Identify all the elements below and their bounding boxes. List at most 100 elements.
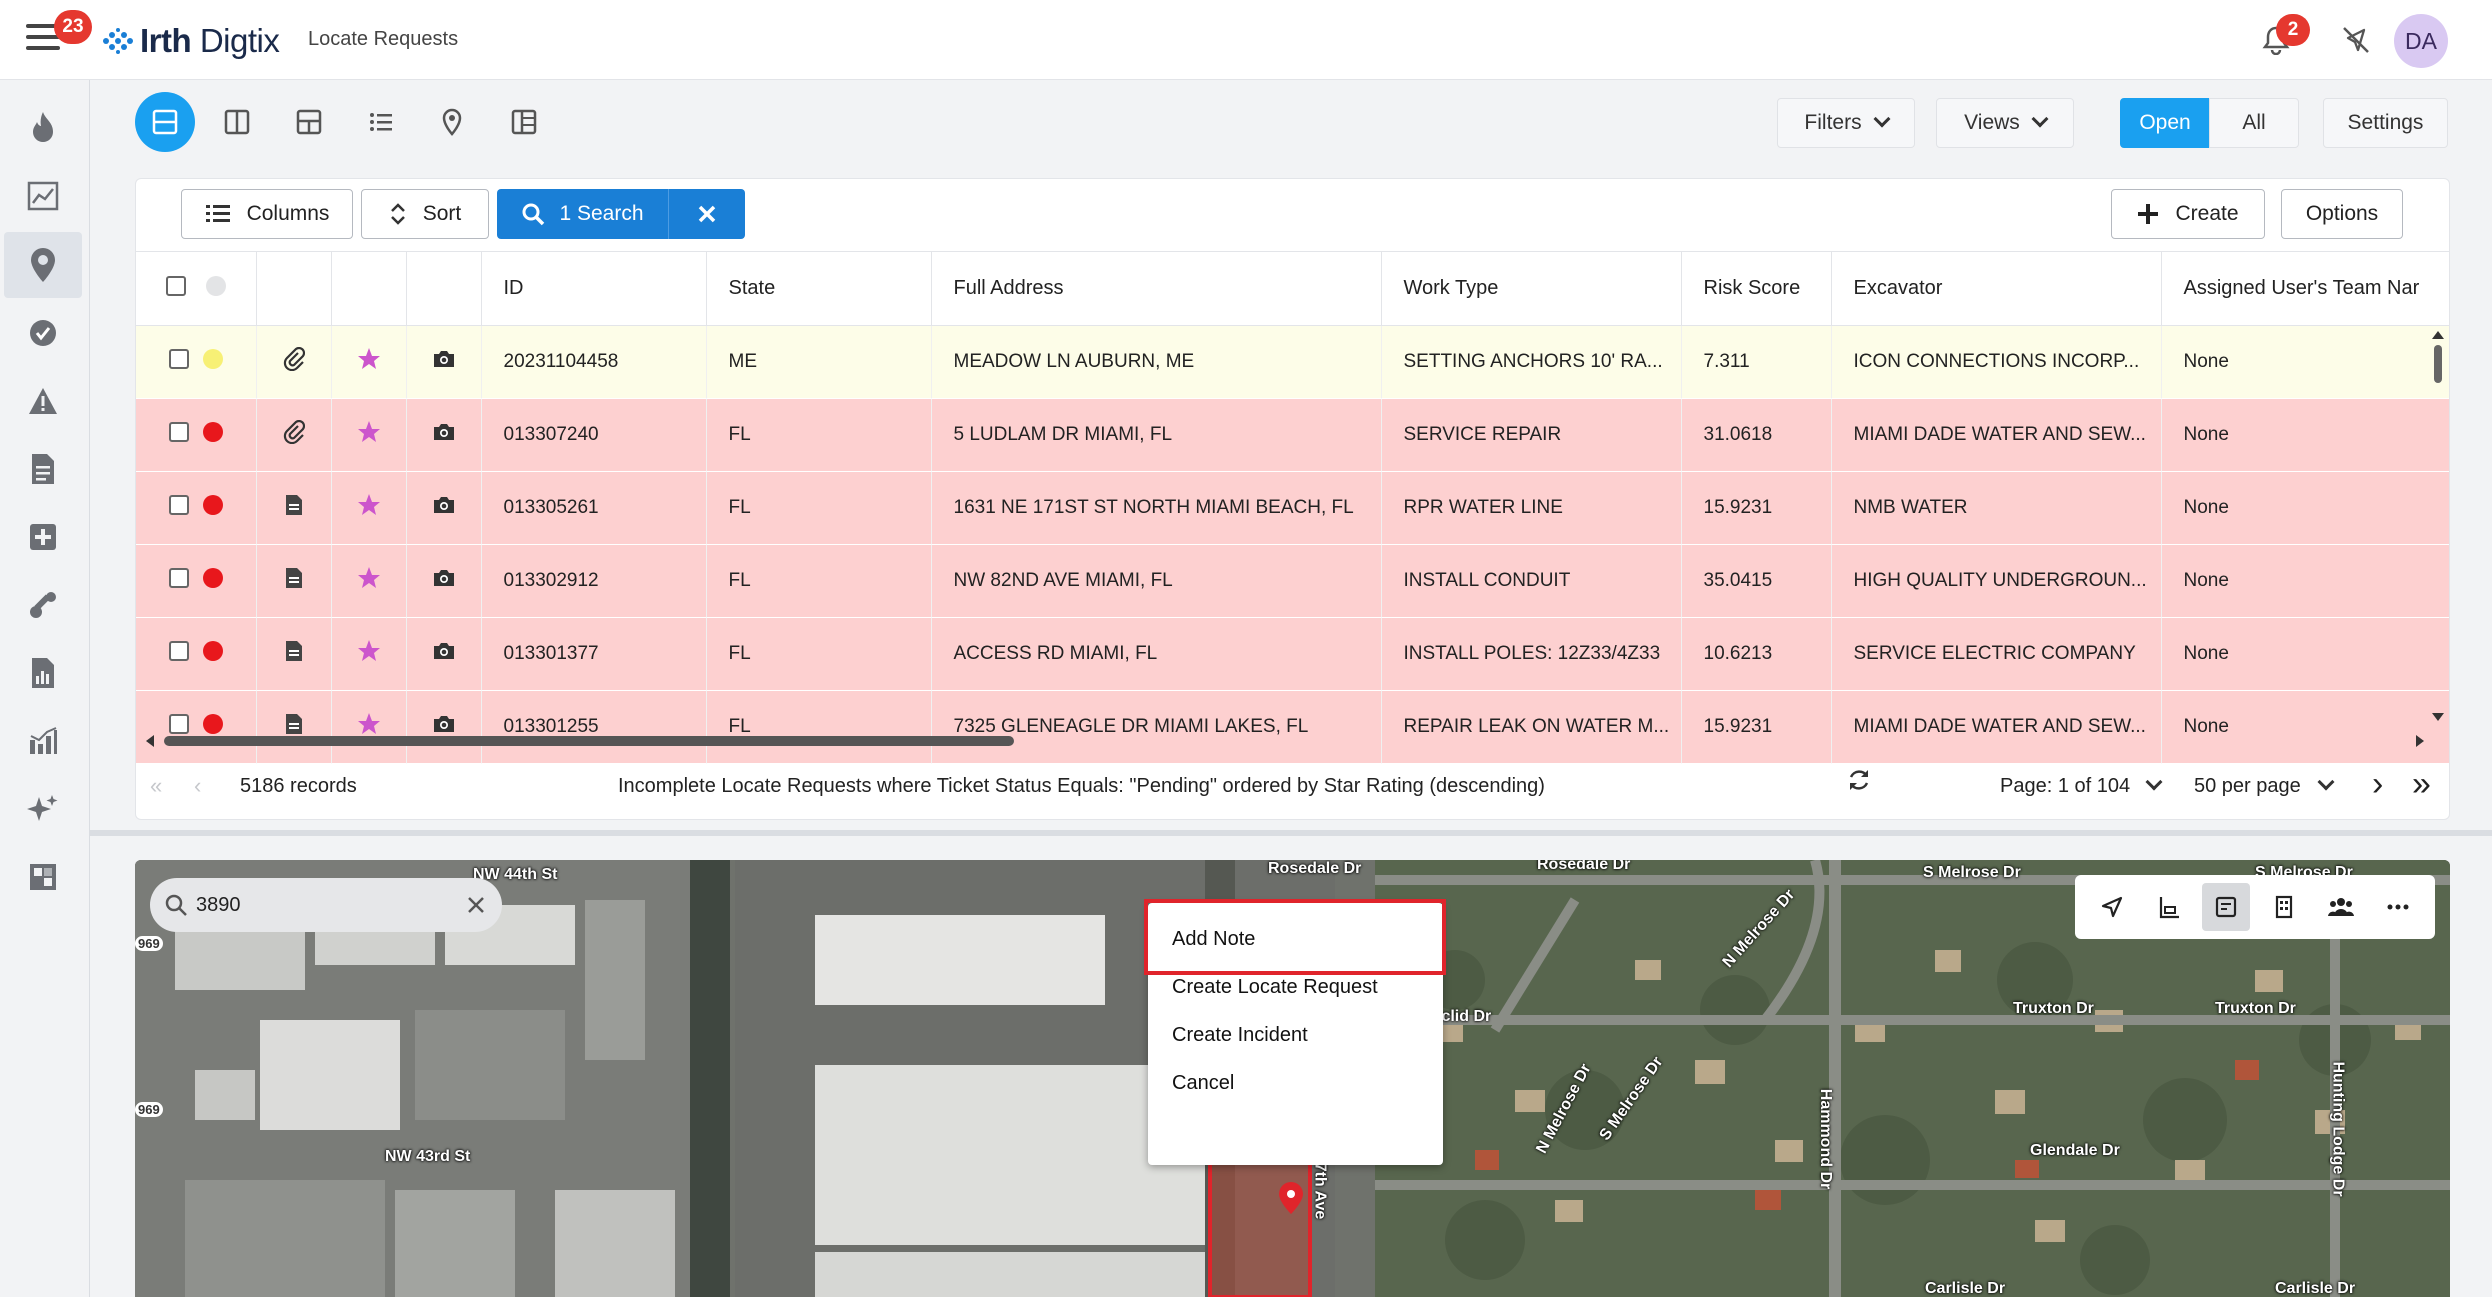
- star-cell[interactable]: [331, 690, 407, 764]
- clear-search-button[interactable]: [669, 189, 745, 239]
- column-header-excavator[interactable]: Excavator: [1831, 251, 2162, 326]
- navigate-icon[interactable]: [2088, 883, 2136, 931]
- photo-cell[interactable]: [406, 398, 482, 472]
- id-cell[interactable]: 013302912: [481, 544, 707, 618]
- column-header-id[interactable]: ID: [481, 251, 707, 326]
- per-page-select[interactable]: 50 per page: [2194, 775, 2301, 797]
- row-checkbox[interactable]: [168, 714, 189, 734]
- filters-dropdown[interactable]: Filters: [1777, 98, 1915, 148]
- attachment-cell[interactable]: [256, 325, 332, 399]
- map-panel[interactable]: Rosedale Dr Rosedale Dr S Melrose Dr S M…: [135, 860, 2450, 1297]
- photo-cell[interactable]: [406, 544, 482, 618]
- sidebar-item-documents[interactable]: [4, 436, 82, 502]
- table-row[interactable]: 013301377 FL ACCESS RD MIAMI, FL INSTALL PO…: [136, 617, 2449, 691]
- id-cell[interactable]: 013305261: [481, 471, 707, 545]
- row-checkbox[interactable]: [168, 349, 189, 369]
- sidebar-item-alerts[interactable]: [4, 368, 82, 434]
- columns-button[interactable]: Columns: [181, 189, 353, 239]
- star-cell[interactable]: [331, 617, 407, 691]
- prev-page-icon[interactable]: ‹: [194, 773, 202, 798]
- table-row[interactable]: 013307240 FL 5 LUDLAM DR MIAMI, FL SERVICE …: [136, 398, 2449, 472]
- star-cell[interactable]: [331, 544, 407, 618]
- sidebar-item-add[interactable]: [4, 504, 82, 570]
- attachment-cell[interactable]: [256, 471, 332, 545]
- all-toggle[interactable]: All: [2209, 98, 2299, 148]
- sidebar-item-ai[interactable]: [4, 776, 82, 842]
- more-icon[interactable]: [2374, 883, 2422, 931]
- panel-divider[interactable]: [90, 830, 2492, 836]
- per-page-chevron-icon[interactable]: [2317, 771, 2335, 794]
- star-cell[interactable]: [331, 398, 407, 472]
- row-checkbox[interactable]: [168, 495, 189, 515]
- vertical-scrollbar[interactable]: [2428, 329, 2448, 729]
- refresh-icon[interactable]: [1846, 767, 1872, 799]
- id-cell[interactable]: 013307240: [481, 398, 707, 472]
- create-button[interactable]: Create: [2111, 189, 2265, 239]
- star-cell[interactable]: [331, 325, 407, 399]
- column-header-team[interactable]: Assigned User's Team Nar: [2161, 251, 2449, 326]
- sidebar-item-completed[interactable]: [4, 300, 82, 366]
- measure-icon[interactable]: [2145, 883, 2193, 931]
- row-checkbox[interactable]: [168, 568, 189, 588]
- id-cell[interactable]: 013301377: [481, 617, 707, 691]
- note-icon[interactable]: [2202, 883, 2251, 931]
- options-button[interactable]: Options: [2281, 189, 2403, 239]
- clear-icon[interactable]: [466, 895, 486, 915]
- avatar[interactable]: DA: [2394, 14, 2448, 68]
- next-page-icon[interactable]: ›: [2372, 765, 2384, 803]
- attachment-cell[interactable]: [256, 617, 332, 691]
- search-chip-open[interactable]: 1 Search: [497, 189, 669, 239]
- first-page-icon[interactable]: «: [150, 773, 163, 798]
- table-row[interactable]: 013302912 FL NW 82ND AVE MIAMI, FL INSTALL …: [136, 544, 2449, 618]
- attachment-cell[interactable]: [256, 544, 332, 618]
- id-cell[interactable]: 013301255: [481, 690, 707, 764]
- layout-detail-button[interactable]: [494, 92, 554, 152]
- photo-cell[interactable]: [406, 325, 482, 399]
- sidebar-item-analytics[interactable]: [4, 163, 82, 229]
- views-dropdown[interactable]: Views: [1936, 98, 2074, 148]
- table-row[interactable]: 013305261 FL 1631 NE 171ST ST NORTH MIAMI …: [136, 471, 2449, 545]
- layout-map-button[interactable]: [422, 92, 482, 152]
- cancel-menu-item[interactable]: Cancel: [1172, 1072, 1235, 1094]
- horizontal-scrollbar[interactable]: [144, 731, 2434, 751]
- row-checkbox[interactable]: [168, 422, 189, 442]
- star-cell[interactable]: [331, 471, 407, 545]
- id-cell[interactable]: 20231104458: [481, 325, 707, 399]
- attachment-cell[interactable]: [256, 398, 332, 472]
- column-header-address[interactable]: Full Address: [931, 251, 1382, 326]
- location-off-icon[interactable]: [2336, 20, 2376, 60]
- layout-split-vertical-button[interactable]: [207, 92, 267, 152]
- building-icon[interactable]: [2260, 883, 2308, 931]
- column-header-risk-score[interactable]: Risk Score: [1681, 251, 1832, 326]
- layout-list-button[interactable]: [351, 92, 411, 152]
- map-marker-icon[interactable]: [1279, 1182, 1303, 1214]
- attachment-cell[interactable]: [256, 690, 332, 764]
- satellite-map[interactable]: [135, 860, 2450, 1297]
- menu-icon[interactable]: [26, 24, 60, 54]
- photo-cell[interactable]: [406, 471, 482, 545]
- create-incident-menu-item[interactable]: Create Incident: [1172, 1024, 1308, 1046]
- photo-cell[interactable]: [406, 617, 482, 691]
- settings-button[interactable]: Settings: [2323, 98, 2448, 148]
- sidebar-item-tools[interactable]: [4, 572, 82, 638]
- row-checkbox[interactable]: [168, 641, 189, 661]
- layout-split-horizontal-button[interactable]: [135, 92, 195, 152]
- table-row[interactable]: 013301255 FL 7325 GLENEAGLE DR MIAMI LAKES…: [136, 690, 2449, 764]
- column-header-work-type[interactable]: Work Type: [1381, 251, 1682, 326]
- sidebar-item-statistics[interactable]: [4, 708, 82, 774]
- create-locate-request-menu-item[interactable]: Create Locate Request: [1172, 976, 1378, 998]
- sort-button[interactable]: Sort: [361, 189, 489, 239]
- page-select-chevron-icon[interactable]: [2145, 771, 2163, 794]
- map-search-box[interactable]: 3890: [150, 878, 502, 932]
- layout-grid-button[interactable]: [279, 92, 339, 152]
- open-toggle[interactable]: Open: [2120, 98, 2210, 148]
- sidebar-item-fire[interactable]: [4, 95, 82, 161]
- last-page-icon[interactable]: »: [2412, 765, 2431, 803]
- column-header-state[interactable]: State: [706, 251, 932, 326]
- photo-cell[interactable]: [406, 690, 482, 764]
- sidebar-item-dashboard[interactable]: [4, 844, 82, 910]
- group-icon[interactable]: [2317, 883, 2365, 931]
- sidebar-item-locate-requests[interactable]: [4, 232, 82, 298]
- add-note-menu-item[interactable]: Add Note: [1172, 928, 1256, 950]
- map-search-input[interactable]: 3890: [196, 893, 241, 916]
